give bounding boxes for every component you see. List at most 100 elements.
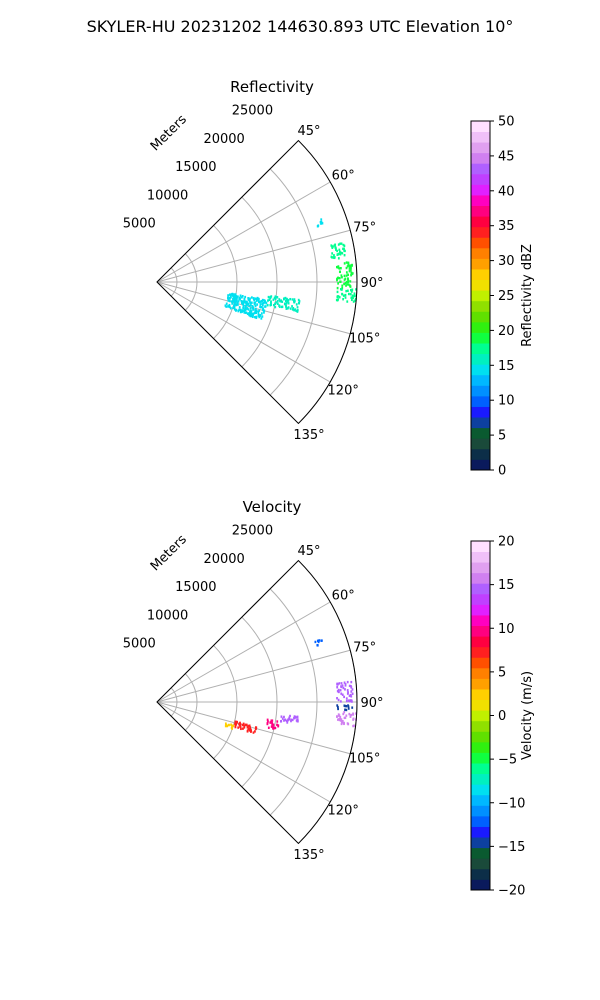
colorbar-segment [471,385,490,397]
echo-gate [266,304,269,307]
echo-gate [284,296,287,300]
echo-gate [244,308,247,312]
echo-gate [255,298,258,301]
echo-gate [343,262,346,265]
echo-gate [242,727,244,730]
echo-gate [352,713,355,716]
colorbar-segment [471,279,490,291]
echo-gate [347,707,350,710]
echo-gate [263,311,265,314]
echo-gate [336,704,339,707]
azimuth-tick-label: 90° [360,696,383,711]
velocity-panel: Velocity 45°60°75°90°105°120°135°5000100… [123,498,535,899]
echo-gate [240,296,243,299]
echo-gate [286,297,288,301]
colorbar-segment [471,815,490,827]
echo-gate [351,263,353,267]
echo-gate [295,719,298,722]
echo-gate [238,297,241,301]
colorbar-segment [471,195,490,207]
azimuth-tick-label: 45° [298,544,321,559]
echo-gate [343,681,346,684]
echo-gate [298,302,301,305]
echo-gate [351,294,354,297]
echo-gate [258,315,261,319]
echo-gate [276,720,279,723]
echo-region [224,722,235,730]
echo-gate [348,269,351,273]
echo-gate [337,276,339,279]
echo-region [266,718,280,730]
echo-gate [235,720,238,724]
echo-gate [343,244,346,247]
echo-gate [284,299,287,303]
echo-gate [249,297,251,300]
echo-gate [263,309,266,312]
echo-gate [337,690,340,694]
echo-gate [334,243,337,246]
echo-gate [276,723,278,726]
colorbar-segment [471,784,490,796]
colorbar-segment [471,657,490,669]
echo-gate [268,298,271,302]
echo-gate [280,715,283,718]
echo-region [316,218,324,228]
echo-gate [254,727,257,731]
echo-gate [275,301,278,304]
azimuth-gridline [156,701,331,803]
range-tick-label: 10000 [147,188,188,203]
echo-gate [345,266,348,270]
echo-gate [340,251,343,255]
azimuth-tick-label: 90° [360,276,383,291]
azimuth-tick-label: 105° [349,752,380,767]
colorbar-segment [471,847,490,859]
echo-gate [257,314,260,317]
echo-gate [351,288,354,291]
echo-gate [255,299,258,302]
echo-gate [340,242,343,245]
echo-gate [340,288,343,291]
reflectivity-panel: Reflectivity 45°60°75°90°105°120°135°500… [123,78,535,479]
azimuth-tick-label: 75° [353,220,376,235]
colorbar-segment [471,583,490,595]
echo-gate [227,299,230,302]
azimuth-tick-label: 120° [328,384,359,399]
colorbar-segment [471,593,490,605]
echo-gate [253,303,256,306]
velocity-polar-frame [156,559,358,845]
echo-gate [246,312,249,316]
echo-gate [319,220,322,224]
echo-gate [243,311,246,314]
echo-gate [317,640,320,644]
range-axis-label: Meters [148,112,190,154]
colorbar-tick-label: 5 [498,665,506,680]
echo-gate [225,724,227,727]
echo-gate [235,297,238,301]
echo-gate [228,293,231,296]
colorbar-segment [471,689,490,701]
echo-gate [337,243,340,246]
echo-gate [227,297,229,300]
colorbar-segment [471,551,490,563]
colorbar-segment [471,300,490,312]
echo-gate [277,724,280,727]
echo-gate [341,286,344,290]
echo-gate [344,249,346,253]
echo-gate [337,257,340,260]
echo-gate [333,254,335,257]
echo-gate [234,725,237,729]
echo-gate [232,297,234,300]
echo-gate [337,282,340,285]
echo-gate [278,298,281,301]
colorbar-tick-label: 50 [498,115,515,130]
echo-gate [342,247,344,250]
azimuth-tick-label: 120° [328,804,359,819]
colorbar-segment [471,438,490,450]
echo-gate [257,299,260,302]
colorbar-tick-label: 25 [498,289,515,304]
echo-gate [287,302,290,305]
echo-gate [296,310,299,313]
echo-gate [352,718,355,721]
echo-gate [349,693,352,697]
colorbar-segment [471,826,490,838]
